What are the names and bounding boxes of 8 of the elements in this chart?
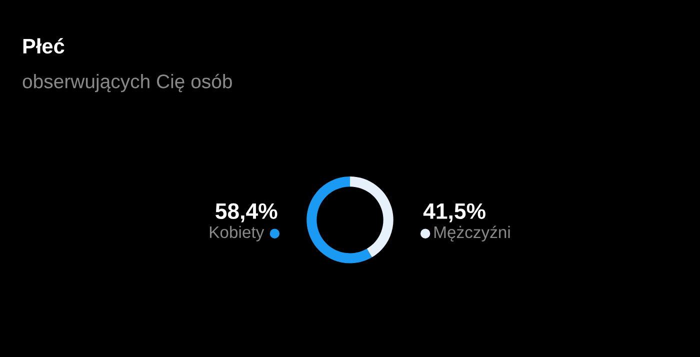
- chart-title: Płeć: [23, 38, 64, 54]
- data-label: 58,4%: [216, 203, 278, 222]
- donut-slice: [350, 176, 394, 258]
- legend-label: Mężczyźni: [434, 226, 510, 242]
- chart-subtitle: obserwujących Cię osób: [22, 74, 232, 92]
- data-label: 41,5%: [423, 203, 486, 222]
- slice-label: Kobiety: [210, 226, 264, 242]
- donut-slice: [306, 176, 372, 264]
